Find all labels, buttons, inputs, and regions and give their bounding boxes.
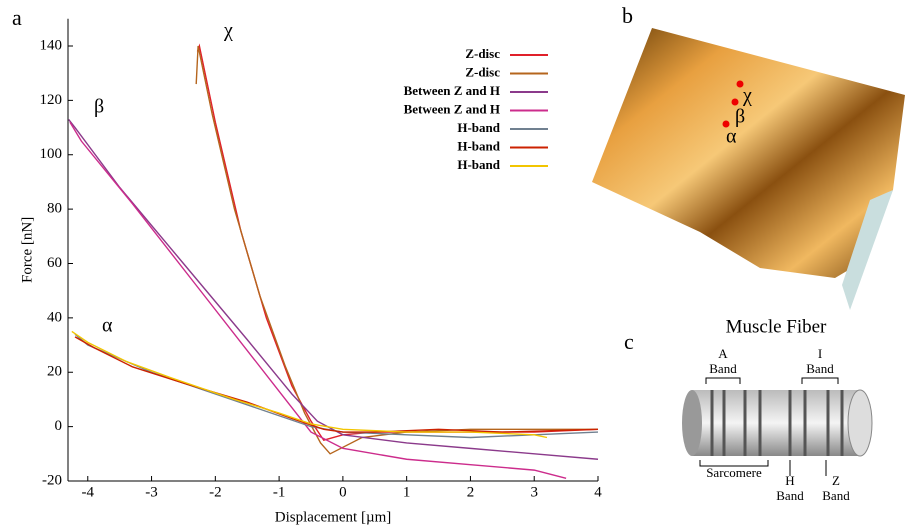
y-tick-label: 100 [40, 146, 63, 162]
series-line [75, 337, 598, 432]
y-axis-label: Force [nN] [19, 217, 35, 283]
y-tick-label: 20 [47, 364, 62, 380]
x-tick-label: 0 [339, 484, 347, 500]
afm-point [732, 99, 739, 106]
legend-label: H-band [457, 157, 500, 172]
x-tick-label: 1 [403, 484, 411, 500]
series-line [196, 46, 598, 454]
fiber-title: Muscle Fiber [726, 316, 827, 337]
series-line [69, 119, 598, 459]
x-tick-label: 3 [530, 484, 538, 500]
x-axis-label: Displacement [µm] [275, 509, 392, 525]
afm-label: α [726, 126, 737, 148]
y-tick-label: 80 [47, 201, 62, 217]
x-tick-label: -2 [209, 484, 222, 500]
annotation: α [102, 315, 113, 337]
y-tick-label: 0 [55, 418, 63, 434]
legend-label: H-band [457, 138, 500, 153]
y-tick-label: 40 [47, 309, 62, 325]
y-tick-label: 120 [40, 92, 63, 108]
x-tick-label: -4 [82, 484, 95, 500]
x-tick-label: -1 [273, 484, 286, 500]
y-tick-label: 140 [40, 37, 63, 53]
x-tick-label: -3 [145, 484, 158, 500]
panel-label: a [12, 5, 22, 30]
legend-label: Z-disc [465, 46, 500, 61]
afm-label: β [735, 106, 745, 128]
legend-label: Between Z and H [404, 83, 500, 98]
series-line [197, 46, 598, 440]
annotation: χ [223, 20, 233, 42]
panel-label: c [624, 329, 634, 354]
panel-label: b [622, 3, 633, 28]
legend-label: H-band [457, 120, 500, 135]
series-line [75, 334, 598, 437]
figure: a b c χ β α Muscle Fiber ABand IBand Sarco… [0, 0, 906, 527]
y-tick-label: 60 [47, 255, 62, 271]
legend-label: Between Z and H [404, 101, 500, 116]
annotation: β [94, 96, 104, 118]
fiber-body [692, 390, 860, 456]
y-tick-label: -20 [42, 472, 62, 488]
fiber-end [848, 390, 872, 456]
legend-label: Z-disc [465, 64, 500, 79]
fiber-label: Sarcomere [706, 465, 762, 480]
x-tick-label: 4 [594, 484, 602, 500]
afm-label: χ [742, 85, 752, 107]
fiber-end [682, 390, 702, 456]
x-tick-label: 2 [467, 484, 475, 500]
